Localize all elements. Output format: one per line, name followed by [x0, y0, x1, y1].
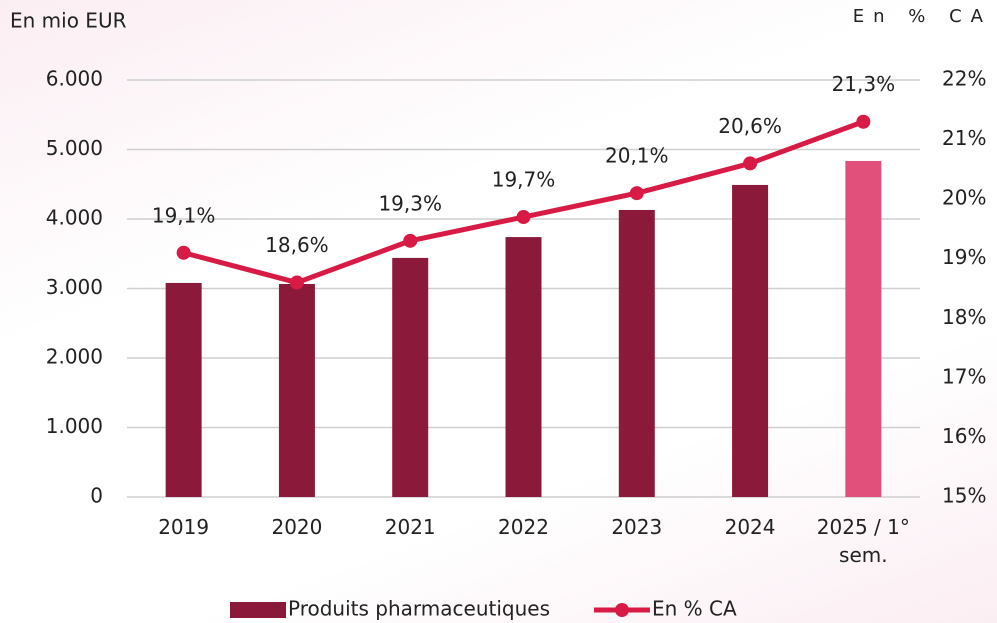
- data-label: 20,6%: [718, 114, 782, 138]
- line-point: [403, 233, 418, 248]
- line-point: [743, 156, 758, 171]
- data-label: 18,6%: [265, 233, 329, 257]
- bar: [278, 283, 315, 497]
- line-point: [289, 275, 304, 290]
- line-point: [176, 245, 191, 260]
- bar: [165, 282, 202, 497]
- line-point: [629, 186, 644, 201]
- x-tick-label: 2020: [271, 515, 323, 539]
- y-axis-label: En mio EUR: [10, 9, 127, 33]
- y-tick-label: 0: [90, 484, 103, 508]
- x-tick-label: 2019: [158, 515, 210, 539]
- x-tick-label: 2021: [384, 515, 436, 539]
- y2-tick-label: 21%: [942, 126, 986, 150]
- y-tick-label: 4.000: [46, 206, 103, 230]
- legend-swatch: [230, 602, 286, 618]
- bar: [392, 257, 429, 497]
- y2-tick-label: 20%: [942, 186, 986, 210]
- x-tick-label: 2025 / 1° sem.: [816, 515, 910, 567]
- line-point: [516, 210, 531, 225]
- legend-label: En % CA: [652, 597, 737, 621]
- data-label: 21,3%: [832, 72, 896, 96]
- bar: [845, 160, 882, 497]
- legend-label: Produits pharmaceutiques: [288, 597, 550, 621]
- y-tick-label: 2.000: [46, 345, 103, 369]
- bar: [505, 237, 542, 497]
- y-tick-label: 1.000: [46, 414, 103, 438]
- x-tick-label: 2024: [724, 515, 776, 539]
- y-tick-label: 3.000: [46, 275, 103, 299]
- bar: [618, 209, 655, 497]
- data-label: 19,7%: [492, 168, 556, 192]
- x-tick-label: 2022: [498, 515, 549, 539]
- data-label: 20,1%: [605, 144, 669, 168]
- y2-tick-label: 17%: [942, 364, 986, 388]
- y2-tick-label: 19%: [942, 245, 986, 269]
- data-label: 19,3%: [378, 191, 442, 215]
- bar: [732, 184, 769, 497]
- y2-tick-label: 22%: [942, 67, 986, 91]
- x-tick-label: 2023: [611, 515, 663, 539]
- y-tick-label: 5.000: [46, 136, 103, 160]
- data-label: 19,1%: [152, 203, 216, 227]
- legend-swatch: [614, 603, 629, 617]
- y2-tick-label: 16%: [942, 424, 986, 448]
- y2-tick-label: 18%: [942, 305, 986, 329]
- y2-axis-label: En % CA: [853, 6, 992, 27]
- y2-tick-label: 15%: [942, 484, 986, 508]
- y-tick-label: 6.000: [46, 67, 103, 91]
- line-point: [856, 114, 871, 129]
